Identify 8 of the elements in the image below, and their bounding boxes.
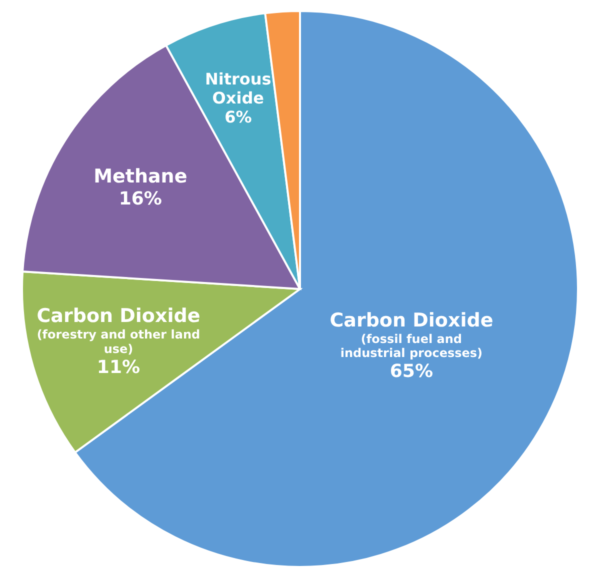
data-label: 65% xyxy=(390,360,434,382)
slice-label: Carbon Dioxide (forestry and other land use) xyxy=(36,305,200,356)
slice-label: Carbon Dioxide (fossil fuel and industrial processes) xyxy=(330,309,494,360)
slice-label: Nitrous Oxide xyxy=(204,69,272,108)
data-label: 6% xyxy=(224,108,252,127)
data-label: 16% xyxy=(118,188,162,210)
data-label: 11% xyxy=(96,356,140,378)
slice-label: Methane xyxy=(94,166,188,188)
